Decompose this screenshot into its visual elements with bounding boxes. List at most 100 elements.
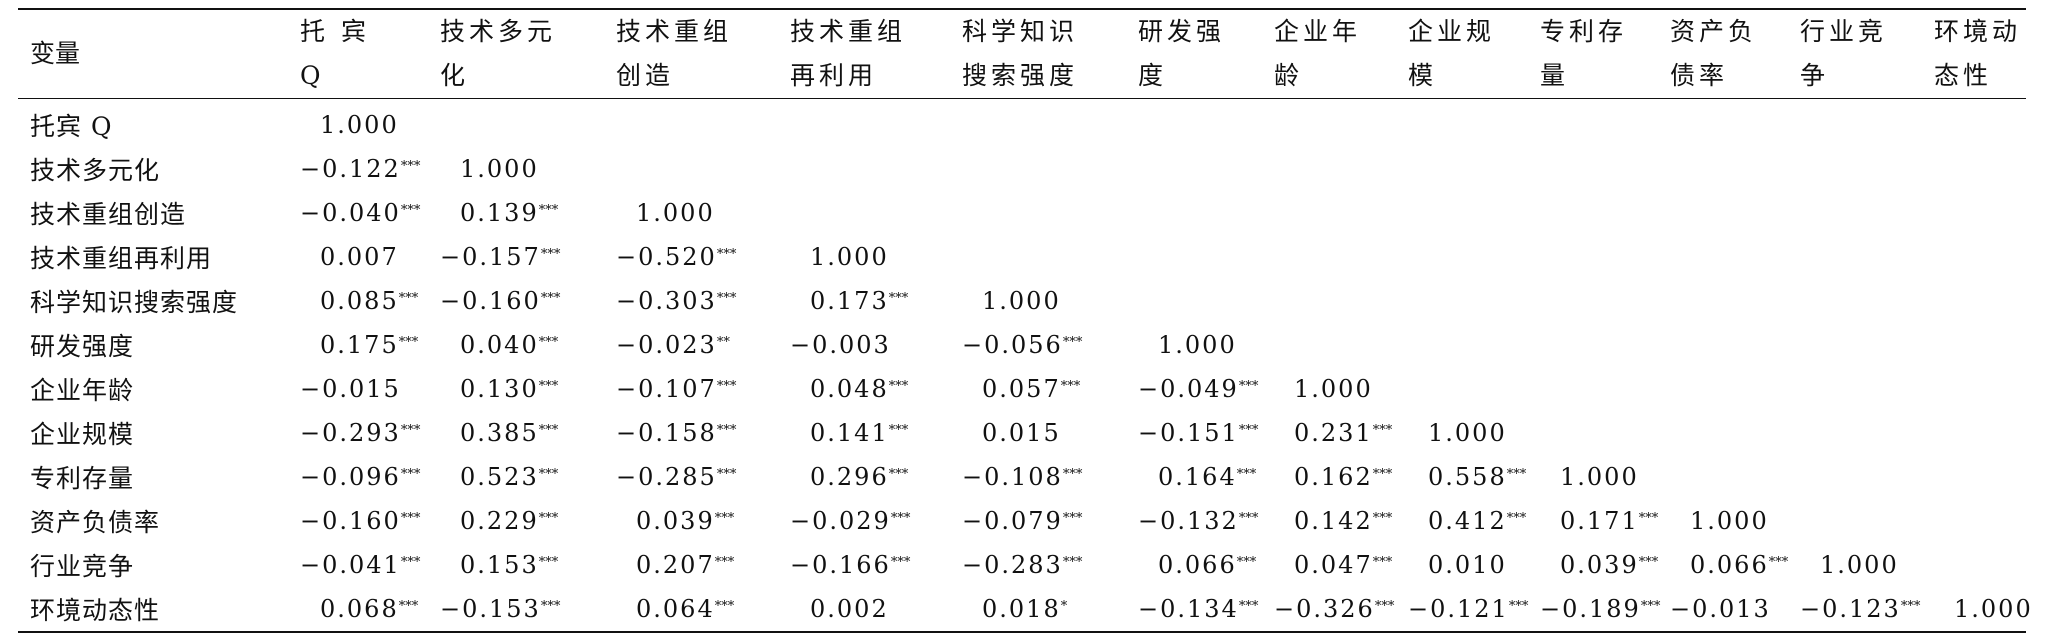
correlation-value: −0.134 (1138, 595, 1239, 623)
correlation-cell: −0.160*** (300, 499, 440, 543)
correlation-value: 0.207 (636, 551, 715, 579)
correlation-cell (1934, 367, 2026, 411)
significance-stars: *** (1236, 555, 1257, 570)
correlation-value: −0.123 (1800, 595, 1901, 623)
significance-stars: *** (1372, 511, 1393, 526)
row-label: 环境动态性 (30, 596, 161, 625)
significance-stars: *** (1372, 555, 1393, 570)
correlation-cell: 1.000 (1138, 323, 1274, 367)
correlation-value: −0.132 (1138, 507, 1239, 535)
correlation-value: 1.000 (460, 155, 539, 183)
correlation-cell (1408, 147, 1540, 191)
correlation-cell: 0.558*** (1408, 455, 1540, 499)
significance-stars: *** (1506, 467, 1527, 482)
correlation-cell: −0.134*** (1138, 587, 1274, 632)
correlation-value: −0.096 (300, 463, 401, 491)
variable-header: 变量 (18, 9, 300, 99)
correlation-cell (1800, 147, 1934, 191)
correlation-cell (790, 99, 962, 148)
correlation-cell (790, 147, 962, 191)
correlation-cell (1408, 235, 1540, 279)
significance-stars: *** (538, 335, 559, 350)
correlation-value: −0.153 (440, 595, 541, 623)
table-row: 资产负债率 −0.160*** 0.229*** 0.039*** −0.029*** −… (18, 499, 2026, 543)
correlation-value: 1.000 (810, 243, 889, 271)
correlation-value: 0.171 (1560, 507, 1639, 535)
correlation-cell: −0.158*** (616, 411, 790, 455)
column-header-line: 专利存 (1540, 17, 1628, 46)
significance-stars: *** (1236, 467, 1257, 482)
correlation-value: 1.000 (982, 287, 1061, 315)
correlation-cell (1274, 99, 1408, 148)
correlation-cell (1540, 279, 1670, 323)
significance-stars: *** (1638, 555, 1659, 570)
correlation-value: −0.326 (1274, 595, 1375, 623)
correlation-cell: 1.000 (790, 235, 962, 279)
correlation-cell (1800, 367, 1934, 411)
column-header: 科学知识 搜索强度 (962, 9, 1138, 99)
correlation-cell (1800, 99, 1934, 148)
correlation-cell: −0.293*** (300, 411, 440, 455)
correlation-cell: 0.141*** (790, 411, 962, 455)
significance-stars: *** (400, 203, 421, 218)
significance-stars: *** (1062, 511, 1083, 526)
significance-stars: *** (716, 291, 737, 306)
correlation-cell (1138, 191, 1274, 235)
correlation-value: −0.040 (300, 199, 401, 227)
correlation-value: 0.048 (810, 375, 889, 403)
row-label: 资产负债率 (30, 508, 161, 537)
column-header: 技术重组 再利用 (790, 9, 962, 99)
correlation-cell (1540, 411, 1670, 455)
correlation-value: 0.015 (982, 419, 1061, 447)
significance-stars: * (1060, 599, 1068, 614)
significance-stars: *** (1060, 379, 1081, 394)
correlation-cell: 0.175*** (300, 323, 440, 367)
correlation-cell: −0.040*** (300, 191, 440, 235)
column-header-line: 量 (1540, 61, 1570, 90)
correlation-cell: 0.139*** (440, 191, 616, 235)
row-label: 科学知识搜索强度 (30, 288, 239, 317)
correlation-cell (1408, 99, 1540, 148)
column-header-line: 科学知识 (962, 17, 1079, 46)
significance-stars: *** (1372, 467, 1393, 482)
correlation-value: −0.049 (1138, 375, 1239, 403)
significance-stars: *** (1506, 511, 1527, 526)
column-header-line: 托 宾 (300, 17, 370, 46)
table-row: 企业年龄 −0.015 0.130*** −0.107*** 0.048*** 0.057… (18, 367, 2026, 411)
correlation-cell: −0.151*** (1138, 411, 1274, 455)
correlation-cell: 0.048*** (790, 367, 962, 411)
correlation-value: −0.158 (616, 419, 717, 447)
row-label: 托宾 Q (30, 112, 113, 141)
correlation-value: 1.000 (1820, 551, 1899, 579)
significance-stars: *** (538, 203, 559, 218)
correlation-cell: 0.523*** (440, 455, 616, 499)
correlation-cell (1408, 279, 1540, 323)
column-header-line: 度 (1138, 61, 1168, 90)
significance-stars: *** (538, 555, 559, 570)
correlation-cell (1408, 191, 1540, 235)
correlation-cell: −0.132*** (1138, 499, 1274, 543)
significance-stars: *** (714, 555, 735, 570)
correlation-cell: −0.520*** (616, 235, 790, 279)
correlation-cell (1934, 323, 2026, 367)
row-label: 研发强度 (30, 332, 135, 361)
significance-stars: *** (1508, 599, 1529, 614)
significance-stars: *** (1374, 599, 1395, 614)
correlation-value: 0.039 (636, 507, 715, 535)
correlation-value: −0.520 (616, 243, 717, 271)
correlation-value: 0.296 (810, 463, 889, 491)
correlation-value: 0.175 (320, 331, 399, 359)
correlation-cell (1934, 235, 2026, 279)
significance-stars: *** (398, 599, 419, 614)
correlation-cell (1934, 147, 2026, 191)
correlation-cell (1274, 279, 1408, 323)
correlation-value: 0.523 (460, 463, 539, 491)
correlation-cell: 0.039*** (616, 499, 790, 543)
correlation-cell (1670, 279, 1800, 323)
significance-stars: *** (1900, 599, 1921, 614)
significance-stars: *** (714, 599, 735, 614)
significance-stars: *** (1638, 511, 1659, 526)
correlation-value: 0.162 (1294, 463, 1373, 491)
table-row: 企业规模 −0.293*** 0.385*** −0.158*** 0.141*** 0.… (18, 411, 2026, 455)
correlation-cell: 0.018* (962, 587, 1138, 632)
